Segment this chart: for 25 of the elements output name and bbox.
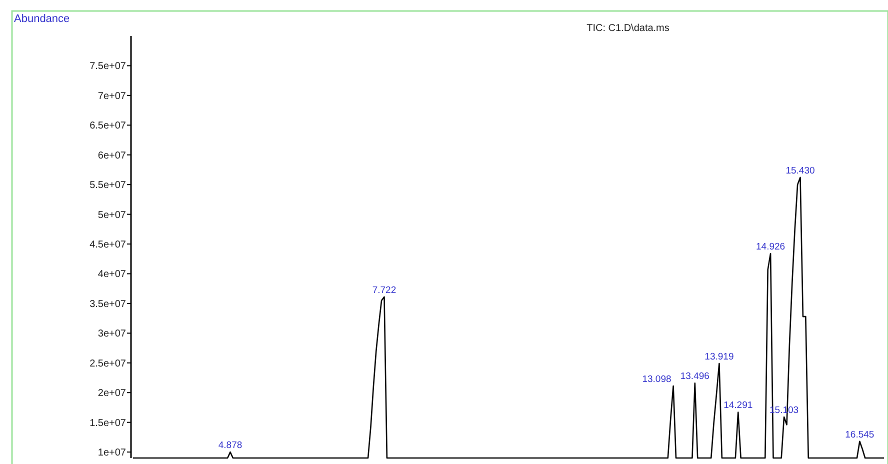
- y-tick-label: 5e+07: [98, 210, 126, 221]
- annotation: 14.926: [756, 242, 786, 253]
- annotation: 14.291: [724, 400, 753, 412]
- annotation: 15.430: [786, 165, 815, 176]
- annotation: 13.919: [704, 351, 734, 362]
- annotation: 13.098: [642, 374, 672, 386]
- y-tick-label: 2e+07: [98, 388, 126, 400]
- y-tick-label: 6.5e+07: [90, 120, 126, 132]
- annotation: 13.496: [680, 371, 710, 382]
- annotation: 7.722: [372, 284, 396, 296]
- y-tick-label: 3.5e+07: [90, 298, 126, 310]
- annotation: 16.545: [845, 429, 874, 440]
- chart-title: TIC: C1.D\data.ms: [586, 23, 670, 34]
- y-tick-label: 2.5e+07: [90, 358, 126, 370]
- y-tick-label: 6e+07: [98, 150, 126, 162]
- y-tick-label: 7.5e+07: [90, 61, 126, 72]
- annotation: 4.878: [218, 440, 242, 452]
- y-tick-label: 7e+07: [98, 90, 126, 102]
- y-tick-label: 4e+07: [98, 269, 126, 280]
- y-tick-label: 4.5e+07: [90, 240, 126, 251]
- y-tick-label: 5.5e+07: [90, 180, 126, 192]
- y-axis-title: Abundance: [14, 13, 70, 25]
- y-tick-label: 3e+07: [98, 328, 126, 340]
- y-tick-label: 1e+07: [98, 448, 126, 459]
- y-tick-label: 1.5e+07: [90, 418, 126, 429]
